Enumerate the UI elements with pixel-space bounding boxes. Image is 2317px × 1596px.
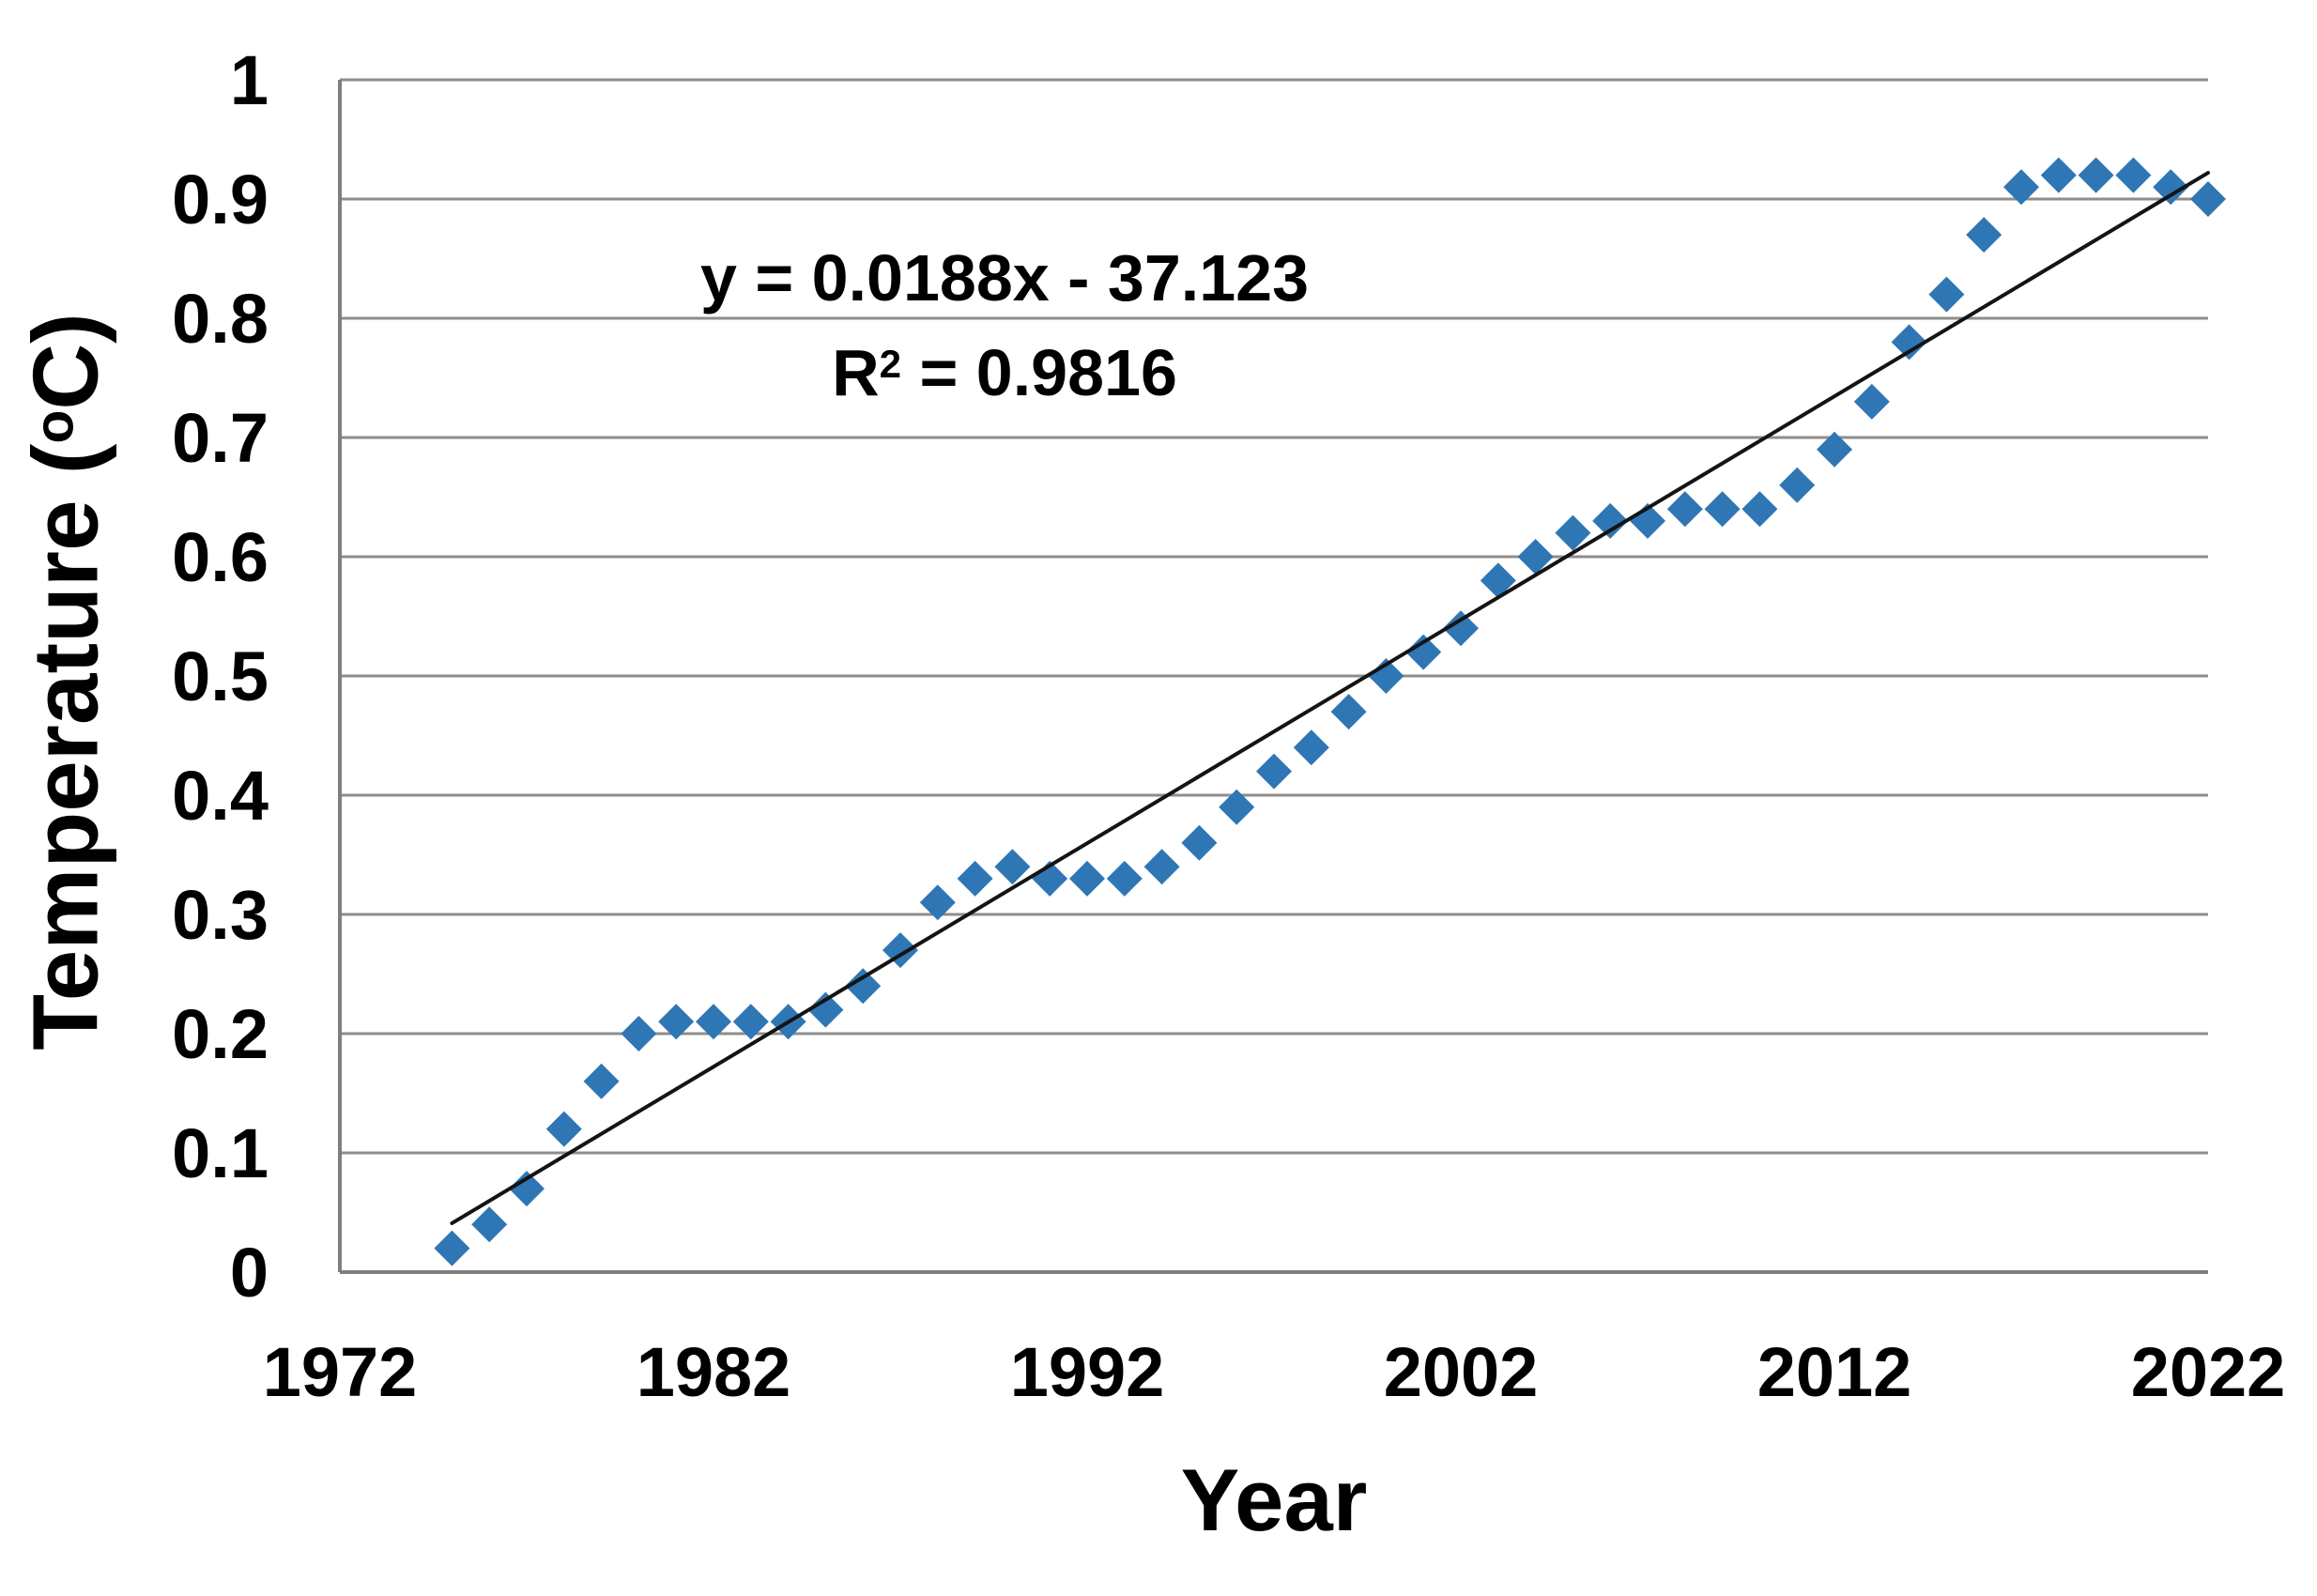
x-tick-label-1992: 1992 xyxy=(1010,1333,1165,1411)
data-point-1997 xyxy=(1256,753,1292,790)
data-point-1980 xyxy=(621,1016,657,1051)
data-point-2001 xyxy=(1405,634,1442,670)
y-tick-label-0.2: 0.2 xyxy=(172,995,269,1073)
trendline xyxy=(450,171,2210,1225)
x-tick-label-1972: 1972 xyxy=(263,1333,418,1411)
data-point-1977 xyxy=(509,1171,545,1207)
data-point-1993 xyxy=(1106,860,1143,897)
data-point-1979 xyxy=(583,1063,620,1099)
data-point-2022 xyxy=(2190,181,2226,217)
data-point-2020 xyxy=(2115,157,2152,193)
data-point-1992 xyxy=(1069,860,1105,897)
data-point-1976 xyxy=(471,1206,508,1243)
data-point-1990 xyxy=(994,849,1031,885)
data-point-1978 xyxy=(545,1111,582,1147)
trendline-equation: y = 0.0188x - 37.123 xyxy=(699,241,1310,315)
data-point-1989 xyxy=(957,860,993,897)
x-tick-label-1982: 1982 xyxy=(637,1333,791,1411)
data-point-2006 xyxy=(1592,502,1629,539)
x-tick-label-2022: 2022 xyxy=(2131,1333,2286,1411)
r-squared-r: R xyxy=(832,335,880,409)
data-point-2002 xyxy=(1443,610,1479,647)
y-tick-label-0.6: 0.6 xyxy=(172,518,269,596)
data-point-2000 xyxy=(1368,658,1404,694)
data-point-2021 xyxy=(2153,169,2189,206)
data-point-2004 xyxy=(1517,539,1554,575)
y-tick-label-0.1: 0.1 xyxy=(172,1114,269,1192)
data-point-2019 xyxy=(2078,157,2114,193)
data-point-1986 xyxy=(845,968,882,1005)
data-point-2013 xyxy=(1853,383,1890,420)
data-point-2009 xyxy=(1704,491,1741,528)
data-point-2015 xyxy=(1928,276,1965,313)
r-squared-exponent: 2 xyxy=(879,341,902,386)
degree-symbol: o xyxy=(23,409,85,444)
data-point-1998 xyxy=(1293,729,1329,766)
data-point-1995 xyxy=(1181,824,1218,861)
y-tick-label-0.8: 0.8 xyxy=(172,280,269,358)
data-point-2003 xyxy=(1480,562,1516,599)
trendline-annotation: y = 0.0188x - 37.123 R2 = 0.9816 xyxy=(563,231,1446,421)
data-point-1996 xyxy=(1219,789,1255,825)
data-point-2012 xyxy=(1817,431,1852,468)
data-point-2016 xyxy=(1966,217,2002,253)
y-tick-label-0.5: 0.5 xyxy=(172,637,269,715)
y-tick-label-0: 0 xyxy=(230,1234,269,1312)
y-tick-label-0.4: 0.4 xyxy=(172,757,269,835)
data-point-1982 xyxy=(696,1004,731,1040)
data-point-1999 xyxy=(1330,694,1367,730)
data-point-2018 xyxy=(2040,157,2077,193)
r-squared-value: = 0.9816 xyxy=(901,335,1177,409)
y-tick-label-0.7: 0.7 xyxy=(172,399,269,477)
data-point-2010 xyxy=(1742,491,1778,528)
data-point-1985 xyxy=(807,991,844,1028)
x-axis-title: Year xyxy=(1180,1450,1368,1549)
data-point-2008 xyxy=(1666,491,1703,528)
data-point-1975 xyxy=(434,1230,470,1266)
x-tick-label-2012: 2012 xyxy=(1757,1333,1912,1411)
data-point-1983 xyxy=(732,1004,769,1040)
data-point-1988 xyxy=(919,884,956,921)
data-point-1994 xyxy=(1143,849,1180,885)
data-point-2014 xyxy=(1891,324,1927,361)
y-tick-label-0.9: 0.9 xyxy=(172,161,269,238)
y-axis-title-unit: C) xyxy=(13,313,117,410)
data-point-2017 xyxy=(2003,169,2039,206)
r-squared-label: R2 = 0.9816 xyxy=(563,326,1446,421)
x-tick-label-2002: 2002 xyxy=(1384,1333,1539,1411)
y-axis-title-text: Temperature ( xyxy=(13,443,117,1051)
data-point-2011 xyxy=(1779,467,1816,503)
data-point-1981 xyxy=(658,1004,695,1040)
y-tick-label-1: 1 xyxy=(230,41,269,119)
y-tick-label-0.3: 0.3 xyxy=(172,876,269,954)
y-axis-title: Temperature (oC) xyxy=(13,313,119,1051)
data-point-2005 xyxy=(1555,514,1591,551)
